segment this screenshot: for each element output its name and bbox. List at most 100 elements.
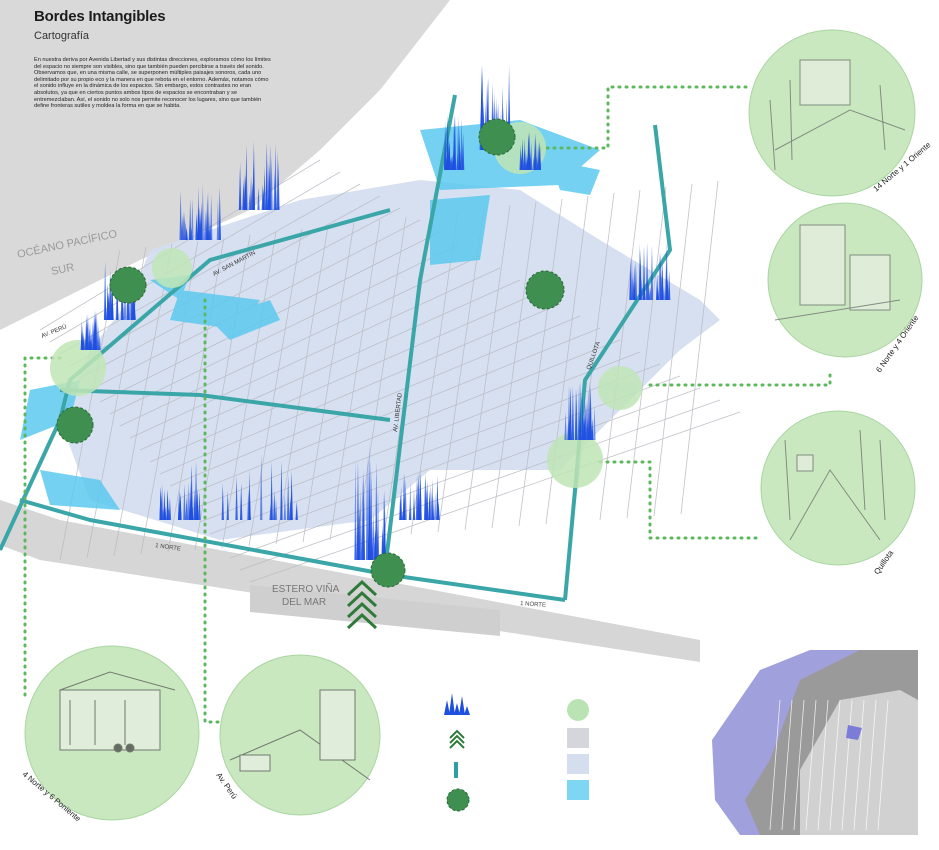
street-label-av-peru: AV. PERÚ xyxy=(40,323,68,340)
sound-spike xyxy=(356,461,360,560)
sound-spike xyxy=(634,260,638,300)
sketch-av-peru: Av. Perú xyxy=(214,654,381,816)
sound-spike xyxy=(661,261,664,300)
sound-spike xyxy=(191,198,194,240)
street-line xyxy=(249,411,741,583)
sound-spike xyxy=(166,491,169,520)
sound-spike xyxy=(163,502,166,520)
sound-spike xyxy=(210,194,213,240)
legend-spikes-icon xyxy=(444,693,470,715)
sound-spike xyxy=(645,242,649,300)
sound-spike xyxy=(188,491,192,520)
sound-spikes xyxy=(80,64,671,560)
sound-spike xyxy=(401,509,405,520)
sound-spike xyxy=(446,114,449,170)
tree-icon xyxy=(109,266,147,304)
sound-spike xyxy=(280,460,283,520)
minimap-street xyxy=(781,699,793,831)
sound-spike xyxy=(567,420,570,440)
sound-spike xyxy=(423,476,427,520)
sound-spike xyxy=(183,212,186,240)
street-label-libertad: AV. LIBERTAD xyxy=(393,392,404,432)
sound-spike xyxy=(189,198,192,240)
sound-spike xyxy=(521,138,524,170)
sound-spike xyxy=(431,479,434,520)
tree-icon xyxy=(56,406,94,444)
sound-spike xyxy=(456,153,459,170)
sound-spike xyxy=(591,418,594,440)
connector-6norte xyxy=(648,368,832,387)
street-line xyxy=(199,351,641,523)
sound-spike xyxy=(586,405,590,440)
sound-spike xyxy=(365,456,369,560)
sound-spike xyxy=(523,149,526,170)
estero-band-2 xyxy=(250,585,500,636)
street-line xyxy=(221,231,277,549)
sketch-4norte: 4 Norte y 6 Poniente xyxy=(21,645,200,824)
sound-spike xyxy=(252,141,256,210)
sound-circle xyxy=(152,248,192,288)
sound-spike xyxy=(244,174,247,210)
sound-spike xyxy=(383,490,386,560)
estero-band xyxy=(0,500,700,662)
sound-spike xyxy=(111,293,114,320)
sound-spike xyxy=(190,500,194,520)
street-line xyxy=(410,210,459,535)
sound-spike xyxy=(358,489,362,560)
sound-spike xyxy=(569,386,572,440)
sound-spike xyxy=(404,479,407,520)
sound-spike xyxy=(265,142,269,210)
sound-spike xyxy=(433,492,437,520)
street-line xyxy=(464,204,511,531)
cyan-zone xyxy=(550,160,600,195)
sound-spike xyxy=(198,491,201,520)
route-libertad xyxy=(383,94,457,571)
sound-spike xyxy=(536,158,540,170)
sound-spike xyxy=(270,461,273,520)
sound-spike xyxy=(216,199,220,240)
sound-spike xyxy=(640,278,644,300)
sound-spike xyxy=(204,210,207,240)
sound-spike xyxy=(593,405,596,440)
sound-spike xyxy=(354,515,357,560)
sound-spike xyxy=(525,154,529,170)
minimap-street xyxy=(853,699,865,831)
sound-spike xyxy=(658,252,661,300)
street-line xyxy=(229,387,701,559)
street-line xyxy=(329,219,381,541)
street-line xyxy=(239,399,721,571)
sound-spike xyxy=(286,474,290,520)
connector-quillota xyxy=(598,460,762,540)
route-mid xyxy=(59,388,391,422)
sound-spike xyxy=(98,333,101,350)
locator-minimap xyxy=(712,650,918,835)
sound-spike xyxy=(248,193,251,210)
sound-spike xyxy=(368,466,371,560)
sound-spike xyxy=(277,161,280,210)
sound-spike xyxy=(458,127,461,170)
street-line xyxy=(518,198,563,527)
sound-spike xyxy=(198,206,202,240)
sound-spike xyxy=(242,178,245,210)
sound-spike xyxy=(283,493,287,520)
ocean-sub-label: SUR xyxy=(50,261,75,278)
sound-spike xyxy=(187,482,190,520)
tree-icon xyxy=(478,118,516,156)
minimap-street xyxy=(817,699,829,831)
legend-chevron-icon xyxy=(449,729,465,749)
sound-spike xyxy=(197,186,200,240)
sound-spike xyxy=(257,187,260,210)
dotted-connectors xyxy=(23,85,832,724)
sound-spike xyxy=(193,499,197,520)
sound-spike xyxy=(290,470,293,520)
cyan-zone xyxy=(210,300,280,340)
sound-spike xyxy=(376,488,380,560)
sound-circle xyxy=(50,340,106,396)
sound-spike xyxy=(381,524,384,560)
cyan-zone xyxy=(40,470,120,510)
sound-spike xyxy=(409,482,412,520)
street-line xyxy=(39,159,321,331)
sound-spike xyxy=(667,270,671,300)
sound-spike xyxy=(274,176,277,210)
